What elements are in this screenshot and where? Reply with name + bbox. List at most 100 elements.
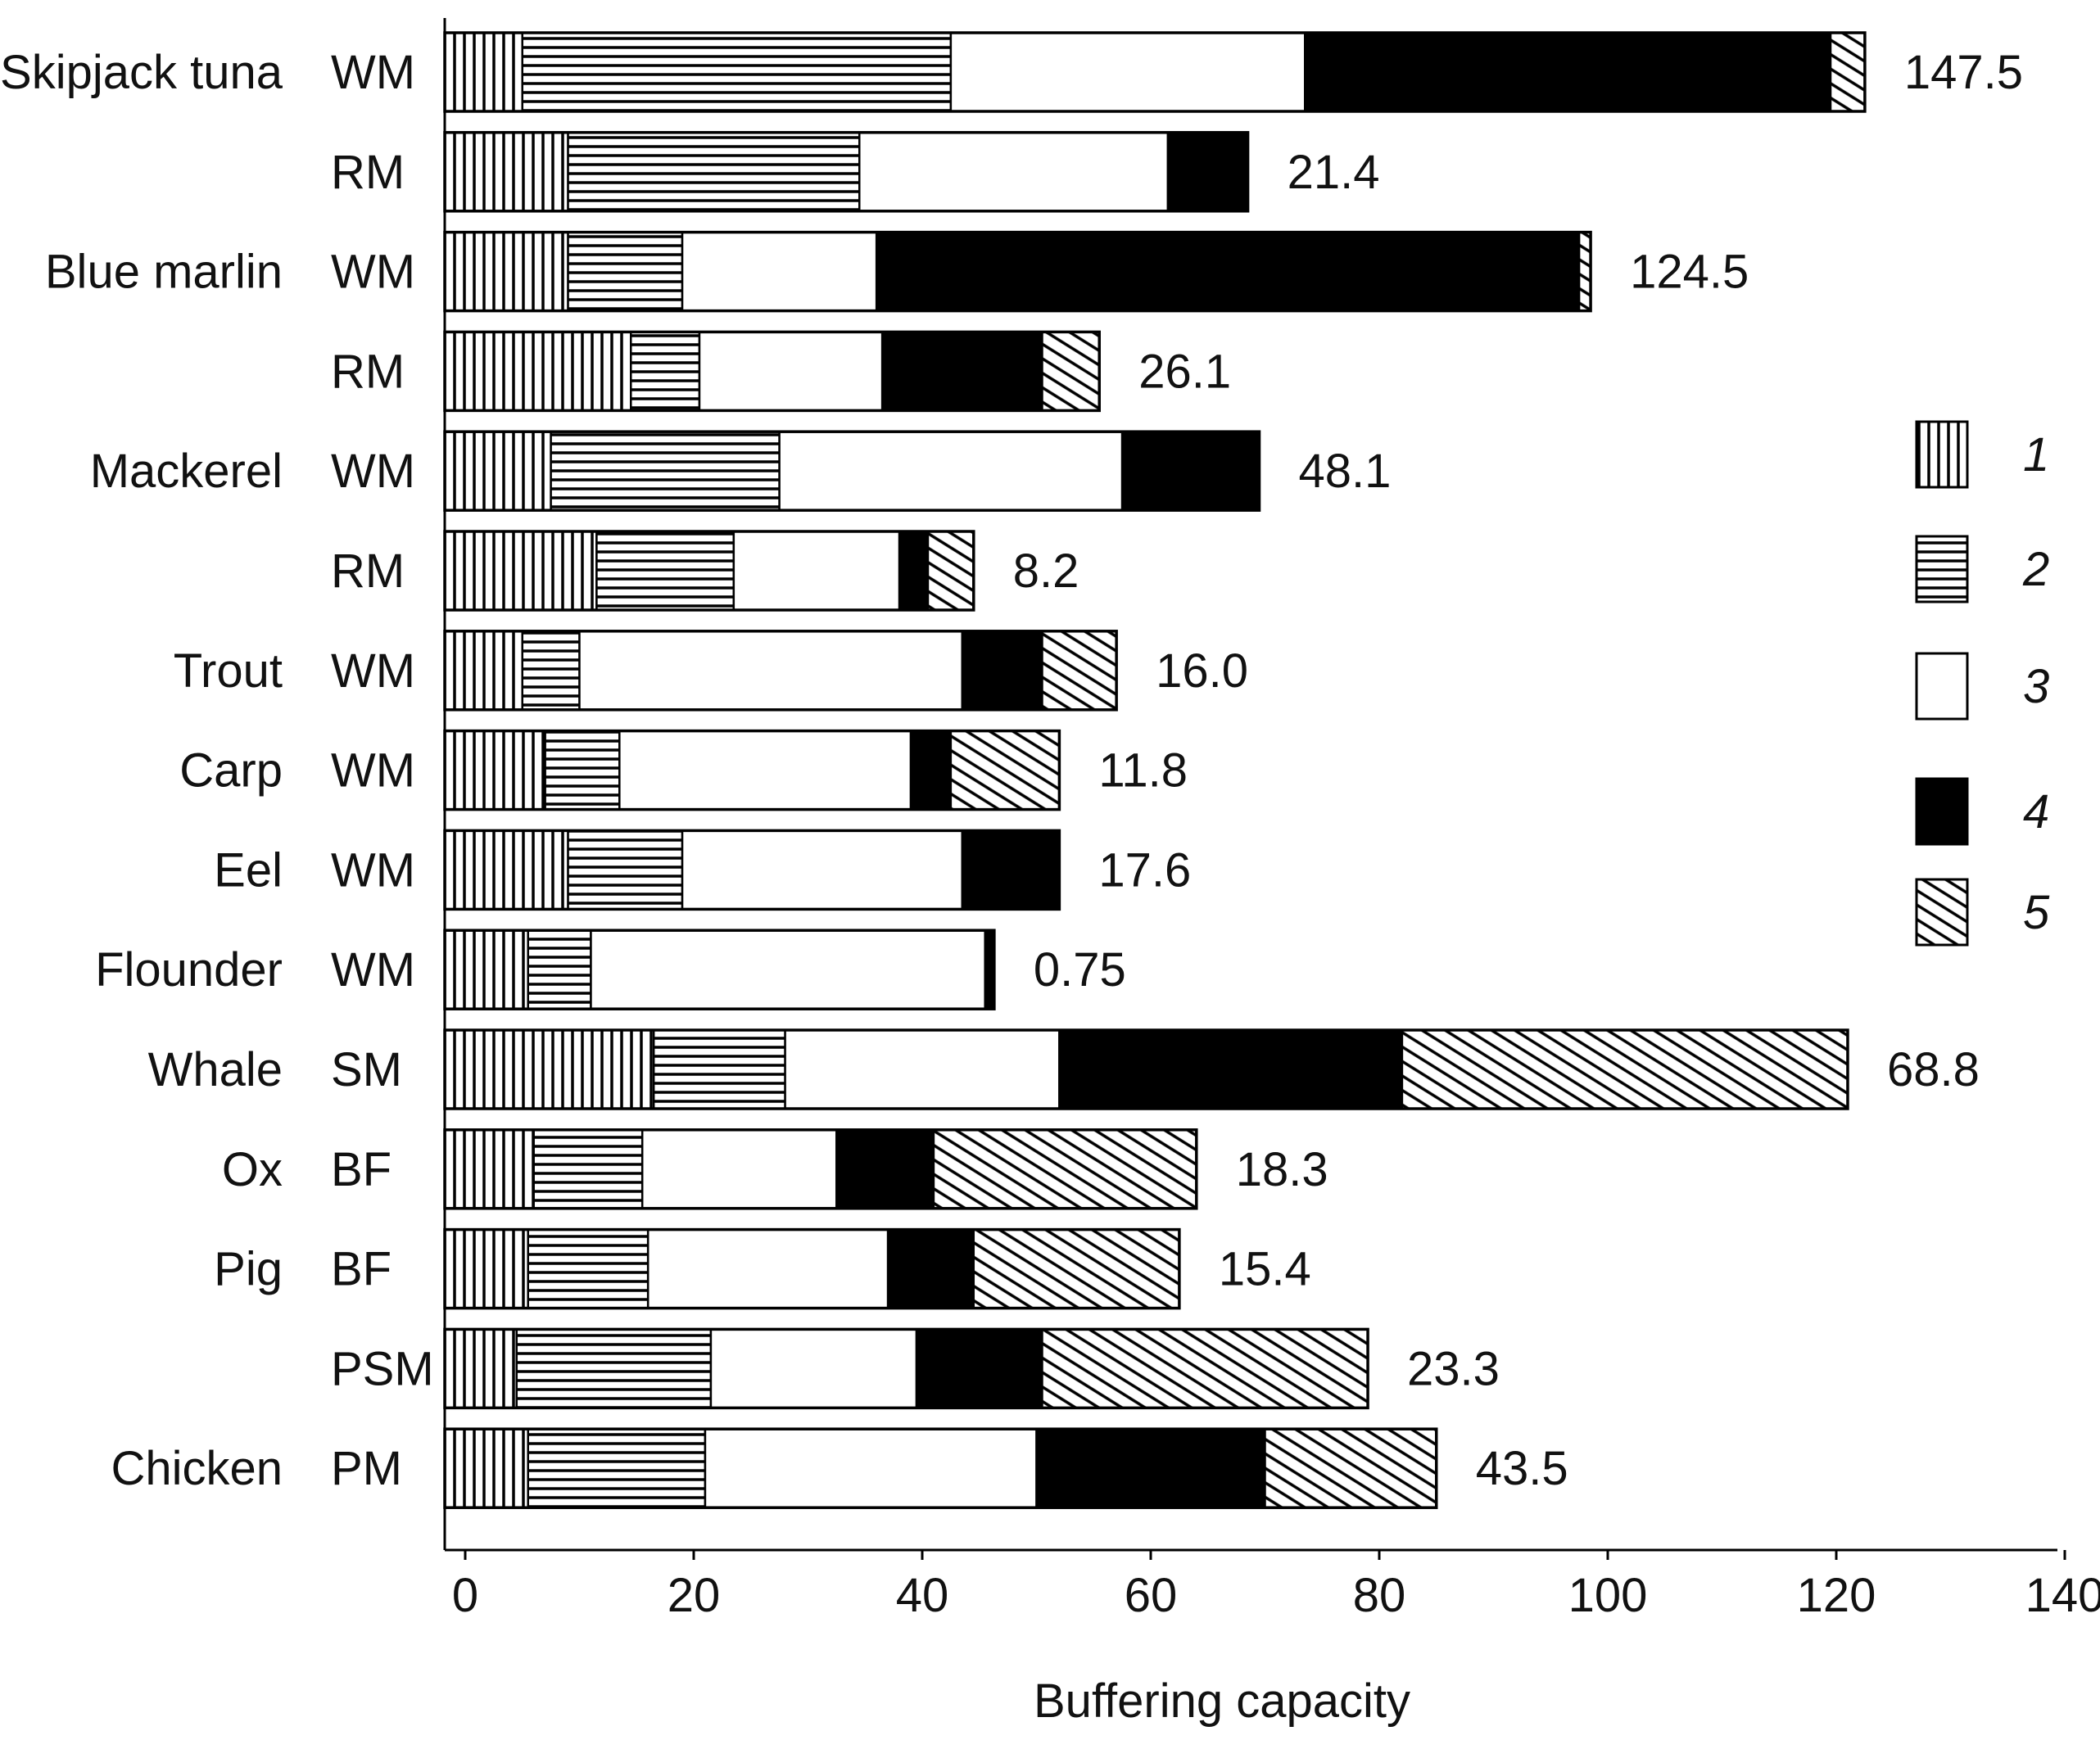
bar-segment-component-3 bbox=[949, 31, 1306, 113]
bar-segment-component-2 bbox=[567, 829, 684, 911]
bar-value-label: 11.8 bbox=[1098, 744, 1188, 798]
bar-segment-component-4 bbox=[1166, 131, 1249, 213]
bar-segment-component-1 bbox=[443, 1028, 655, 1110]
bar-segment-component-4 bbox=[875, 231, 1581, 312]
tissue-label: RM bbox=[331, 545, 405, 598]
bar-segment-component-4 bbox=[915, 1328, 1043, 1409]
bar-segment-component-5 bbox=[1041, 331, 1101, 412]
bar-row bbox=[443, 929, 996, 1010]
bar-segment-component-3 bbox=[578, 630, 964, 712]
bar-segment-component-1 bbox=[443, 829, 569, 911]
bar-segment-component-1 bbox=[443, 730, 546, 811]
bar-segment-component-5 bbox=[1577, 231, 1592, 312]
tissue-label: RM bbox=[331, 146, 405, 199]
bar-segment-component-3 bbox=[709, 1328, 918, 1409]
bar-segment-component-3 bbox=[858, 131, 1170, 213]
bar-segment-component-1 bbox=[443, 1427, 529, 1509]
bar-value-label: 0.75 bbox=[1034, 943, 1126, 997]
x-tick-label: 40 bbox=[896, 1569, 949, 1622]
tissue-label: WM bbox=[331, 744, 415, 798]
species-label: Mackerel bbox=[90, 445, 283, 498]
bar-segment-component-1 bbox=[443, 231, 569, 312]
bar-row bbox=[443, 729, 1061, 811]
legend-swatch bbox=[1915, 777, 1969, 846]
legend-label: 4 bbox=[2023, 785, 2049, 838]
bar-row bbox=[443, 1128, 1198, 1210]
legend-item: 5 bbox=[1915, 878, 2050, 947]
bar-row bbox=[443, 131, 1250, 213]
bar-segment-component-4 bbox=[1304, 31, 1832, 113]
bar-segment-component-2 bbox=[527, 1427, 707, 1509]
bar-row bbox=[443, 1427, 1438, 1509]
bar-segment-component-2 bbox=[521, 630, 581, 712]
bar-segment-component-1 bbox=[443, 1128, 535, 1210]
legend-label: 1 bbox=[2023, 428, 2049, 481]
bar-segment-component-3 bbox=[732, 530, 901, 612]
bars-layer bbox=[443, 31, 1867, 1509]
bar-segment-component-1 bbox=[443, 929, 529, 1010]
x-tick-label: 0 bbox=[452, 1569, 478, 1622]
bar-segment-component-5 bbox=[1041, 630, 1118, 712]
tissue-label: WM bbox=[331, 445, 415, 498]
bar-segment-component-5 bbox=[1401, 1028, 1849, 1110]
bar-segment-component-2 bbox=[595, 530, 735, 612]
tissue-label: WM bbox=[331, 644, 415, 698]
legend-item: 4 bbox=[1915, 777, 2049, 846]
legend-item: 3 bbox=[1915, 652, 2049, 721]
bar-segment-component-3 bbox=[698, 331, 884, 412]
bar-segment-component-4 bbox=[880, 331, 1043, 412]
bar-segment-component-4 bbox=[961, 630, 1043, 712]
legend-swatch bbox=[1915, 878, 1969, 947]
species-label: Blue marlin bbox=[45, 246, 283, 299]
bar-segment-component-5 bbox=[1041, 1328, 1369, 1409]
bar-segment-component-4 bbox=[898, 530, 930, 612]
legend-swatch bbox=[1915, 652, 1969, 721]
species-label: Whale bbox=[148, 1043, 283, 1096]
bar-segment-component-2 bbox=[515, 1328, 713, 1409]
bar-segment-component-2 bbox=[527, 929, 592, 1010]
bar-value-label: 124.5 bbox=[1630, 246, 1749, 299]
bar-value-label: 68.8 bbox=[1887, 1043, 1980, 1096]
bar-segment-component-2 bbox=[527, 1228, 649, 1309]
bar-row bbox=[443, 230, 1592, 313]
bar-value-label: 16.0 bbox=[1156, 644, 1248, 698]
bar-segment-component-3 bbox=[590, 929, 986, 1010]
bar-segment-component-4 bbox=[1120, 430, 1260, 512]
bar-segment-component-5 bbox=[926, 530, 975, 612]
bar-segment-component-4 bbox=[909, 730, 953, 811]
bar-segment-component-3 bbox=[646, 1228, 889, 1309]
bar-segment-component-4 bbox=[1058, 1028, 1404, 1110]
bar-labels-layer: 147.5 WM Skipjack tuna 21.4 RM 124.5 WM Blue ma… bbox=[0, 46, 2023, 1495]
tissue-label: PM bbox=[331, 1442, 402, 1495]
bar-segment-component-1 bbox=[443, 131, 569, 213]
legend-item: 2 bbox=[1915, 535, 2049, 603]
legend-label: 5 bbox=[2023, 886, 2050, 939]
bar-segment-component-5 bbox=[932, 1128, 1198, 1210]
bar-segment-component-3 bbox=[640, 1128, 838, 1210]
x-tick-label: 140 bbox=[2025, 1569, 2100, 1622]
species-label: Skipjack tuna bbox=[0, 46, 283, 99]
bar-segment-component-3 bbox=[778, 430, 1124, 512]
bar-segment-component-5 bbox=[949, 730, 1061, 811]
bar-value-label: 15.4 bbox=[1219, 1243, 1311, 1296]
species-label: Eel bbox=[214, 843, 283, 897]
legend: 1 2 3 4 5 bbox=[1915, 420, 2050, 947]
bar-segment-component-3 bbox=[618, 730, 912, 811]
bar-segment-component-1 bbox=[443, 31, 523, 113]
bar-segment-component-4 bbox=[886, 1228, 975, 1309]
bar-row bbox=[443, 1028, 1849, 1110]
x-axis-ticks: 0 20 40 60 80 100 120 140 bbox=[452, 1550, 2100, 1622]
bar-segment-component-2 bbox=[652, 1028, 786, 1110]
legend-swatch bbox=[1915, 420, 1969, 489]
legend-swatch bbox=[1915, 535, 1969, 603]
bar-row bbox=[443, 630, 1118, 712]
bar-value-label: 147.5 bbox=[1904, 46, 2023, 99]
species-label: Flounder bbox=[95, 943, 283, 997]
x-tick-label: 20 bbox=[668, 1569, 721, 1622]
bar-segment-component-3 bbox=[704, 1427, 1038, 1509]
tissue-label: WM bbox=[331, 943, 415, 997]
bar-row bbox=[443, 330, 1101, 413]
species-label: Carp bbox=[179, 744, 283, 798]
bar-segment-component-1 bbox=[443, 1328, 518, 1409]
bar-segment-component-1 bbox=[443, 530, 598, 612]
